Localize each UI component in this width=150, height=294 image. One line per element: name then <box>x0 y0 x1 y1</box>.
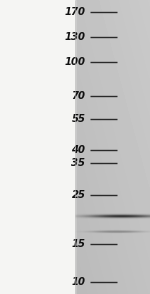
Text: 100: 100 <box>64 57 86 67</box>
Text: 130: 130 <box>64 32 86 42</box>
Text: 10: 10 <box>72 277 86 287</box>
Text: 40: 40 <box>72 145 86 155</box>
Text: 15: 15 <box>72 238 86 248</box>
Text: 170: 170 <box>64 7 86 17</box>
Bar <box>0 0 75 294</box>
Text: 55: 55 <box>72 114 86 124</box>
Text: 25: 25 <box>72 190 86 200</box>
Text: 35: 35 <box>72 158 86 168</box>
Text: 70: 70 <box>72 91 86 101</box>
